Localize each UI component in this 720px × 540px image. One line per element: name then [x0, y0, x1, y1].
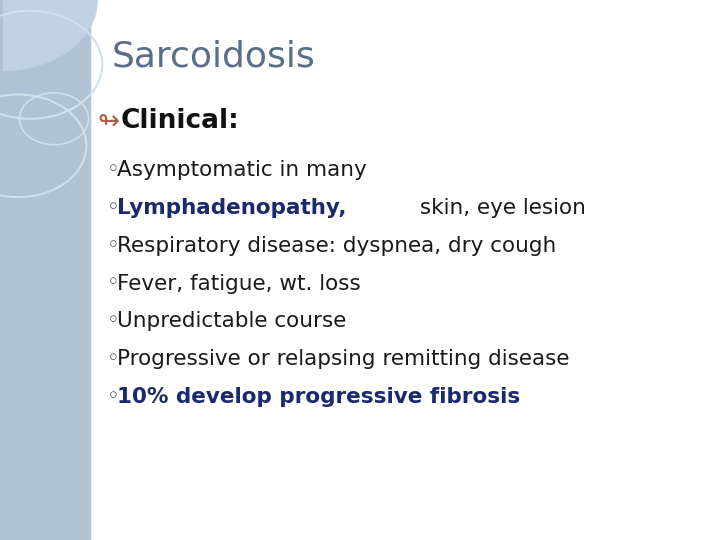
Text: ↬: ↬ [97, 109, 120, 134]
Text: Respiratory disease: dyspnea, dry cough: Respiratory disease: dyspnea, dry cough [117, 235, 556, 256]
Wedge shape [4, 0, 97, 70]
Text: ◦: ◦ [107, 198, 120, 218]
Text: 10% develop progressive fibrosis: 10% develop progressive fibrosis [117, 387, 520, 407]
Text: Sarcoidosis: Sarcoidosis [112, 40, 315, 73]
Text: ◦: ◦ [107, 160, 120, 180]
Text: Progressive or relapsing remitting disease: Progressive or relapsing remitting disea… [117, 349, 569, 369]
Text: Unpredictable course: Unpredictable course [117, 311, 346, 332]
Text: ◦: ◦ [107, 311, 120, 332]
Bar [0, 0, 90, 540]
Text: Fever, fatigue, wt. loss: Fever, fatigue, wt. loss [117, 273, 361, 294]
Text: ◦: ◦ [107, 235, 120, 256]
Text: skin, eye lesion: skin, eye lesion [413, 198, 585, 218]
Text: ◦: ◦ [107, 387, 120, 407]
Text: Asymptomatic in many: Asymptomatic in many [117, 160, 366, 180]
Text: Lymphadenopathy,: Lymphadenopathy, [117, 198, 346, 218]
Text: ◦: ◦ [107, 349, 120, 369]
Text: Clinical:: Clinical: [121, 109, 240, 134]
Text: ◦: ◦ [107, 273, 120, 294]
